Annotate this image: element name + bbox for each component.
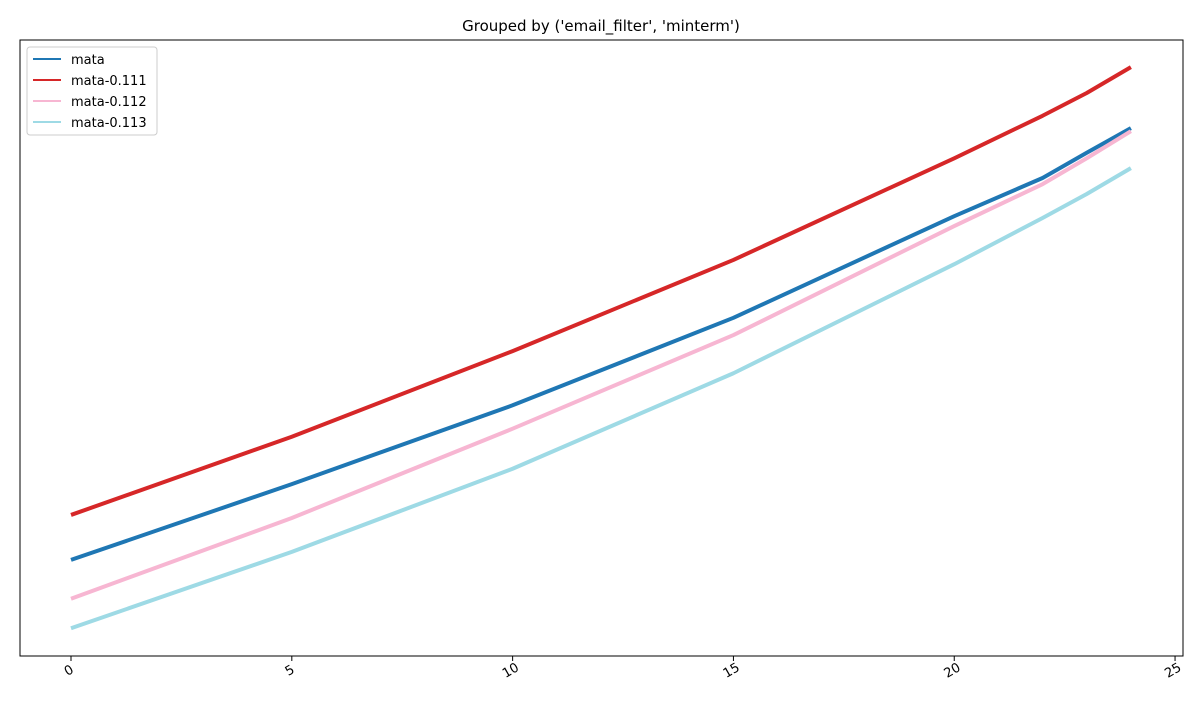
x-tick-label: 25 bbox=[1162, 660, 1184, 681]
x-tick-label: 10 bbox=[500, 660, 522, 681]
legend-label: mata-0.111 bbox=[71, 74, 147, 89]
chart-title: Grouped by ('email_filter', 'minterm') bbox=[462, 17, 740, 36]
x-tick-label: 0 bbox=[62, 662, 77, 679]
x-tick-label: 20 bbox=[942, 660, 964, 681]
legend-label: mata bbox=[71, 53, 105, 68]
plot-frame bbox=[19, 39, 1184, 657]
x-tick-label: 5 bbox=[283, 662, 298, 679]
legend-label: mata-0.113 bbox=[71, 116, 147, 131]
series-line bbox=[70, 126, 1132, 562]
series-line bbox=[70, 129, 1132, 601]
series-line bbox=[70, 65, 1132, 517]
x-tick-label: 15 bbox=[721, 660, 743, 681]
series-line bbox=[70, 166, 1132, 631]
legend-box bbox=[26, 46, 158, 136]
legend-label: mata-0.112 bbox=[71, 95, 147, 110]
